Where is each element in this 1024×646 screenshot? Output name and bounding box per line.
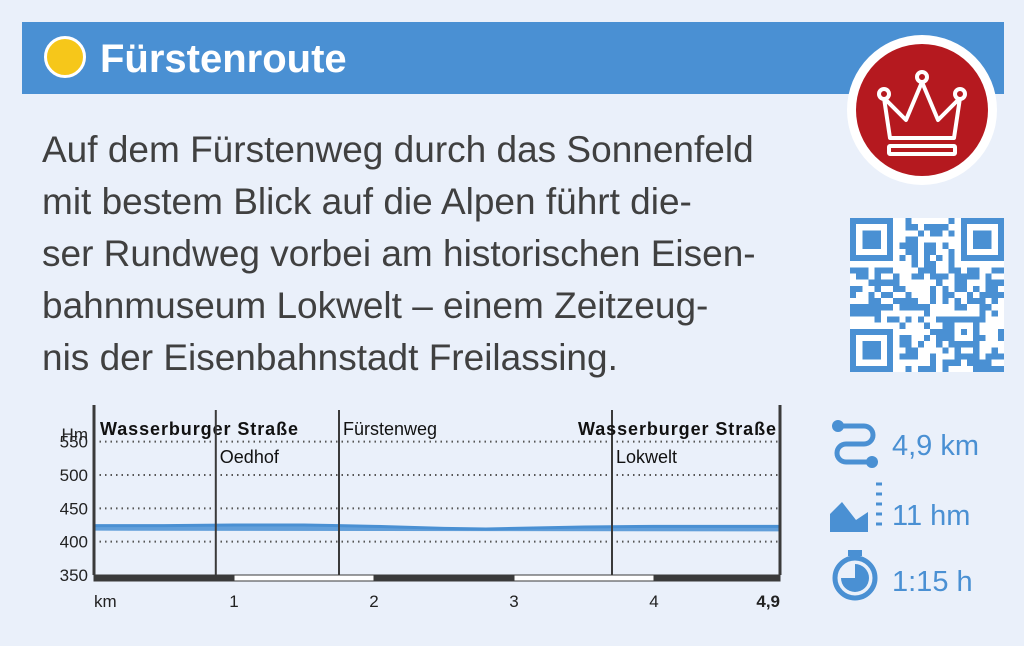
y-tick-label: 400 [60,533,88,552]
route-icon [832,420,878,468]
y-tick-label: 450 [60,499,88,518]
stopwatch-icon [832,550,878,601]
crown-icon [877,70,967,156]
y-tick-label: 550 [60,433,88,452]
distance-value: 4,9 km [892,430,980,462]
duration-value: 1:15 h [892,566,973,598]
route-title: Fürstenroute [100,37,347,81]
description-line: ser Rundweg vorbei am historischen Eisen… [42,233,756,274]
x-tick-label: 4 [649,592,658,611]
km-scale-segment [93,574,235,582]
km-scale-segment [373,574,515,582]
location-label: Fürstenweg [343,419,437,439]
location-label: Wasserburger Straße [578,419,776,439]
x-tick-label: 4,9 [756,592,780,611]
km-scale-segment [653,574,781,582]
location-label: Oedhof [220,447,280,467]
header-bar [22,22,1004,94]
y-tick-label: 500 [60,466,88,485]
description-line: nis der Eisenbahnstadt Freilassing. [42,337,618,378]
location-label: Wasserburger Straße [100,419,298,439]
elevation-icon [830,482,882,532]
qr-code-icon[interactable] [850,218,1004,372]
elevation-value: 11 hm [892,500,971,532]
route-stats: 4,9 km 11 hm 1:15 h [826,408,1016,608]
location-label: Lokwelt [616,447,677,467]
route-description: Auf dem Fürstenweg durch das Sonnenfeld … [42,124,804,384]
km-scale-segment [513,574,655,582]
x-axis-label: km [94,592,117,611]
x-tick-label: 2 [369,592,378,611]
route-color-dot [44,36,86,78]
elevation-line [94,523,780,531]
y-axis-label: Hm [62,425,88,444]
description-line: mit bestem Blick auf die Alpen führt die… [42,181,692,222]
km-scale-segment [233,574,375,582]
x-tick-label: 1 [229,592,238,611]
y-tick-label: 350 [60,566,88,585]
description-line: bahnmuseum Lokwelt – einem Zeitzeug- [42,285,709,326]
x-tick-label: 3 [509,592,518,611]
description-line: Auf dem Fürstenweg durch das Sonnenfeld [42,129,754,170]
